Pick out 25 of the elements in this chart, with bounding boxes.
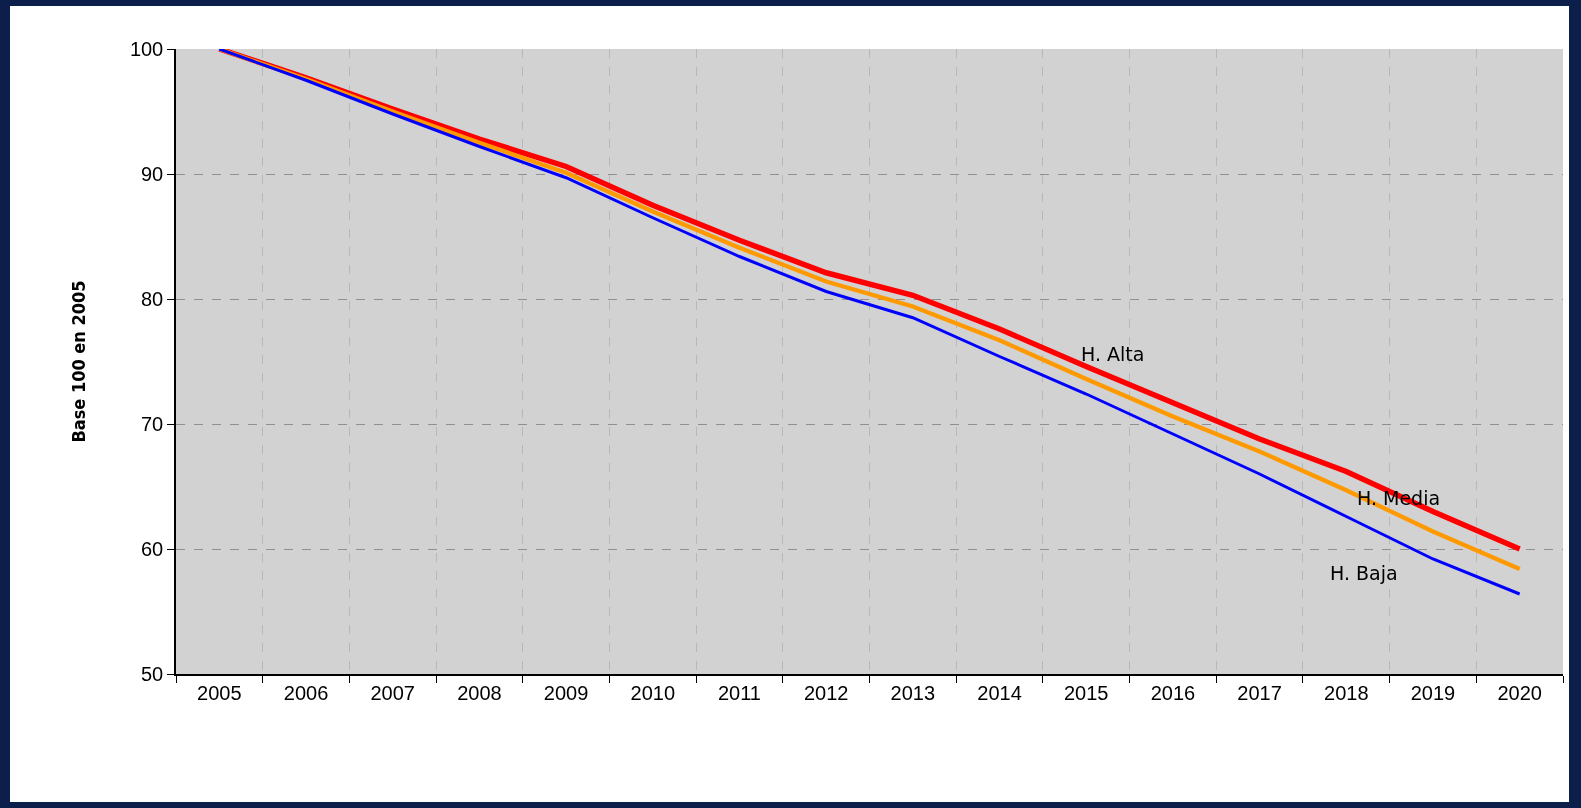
x-tick-label: 2018 <box>1324 681 1369 704</box>
x-tick-label: 2013 <box>890 681 936 704</box>
y-tick-label: 70 <box>141 413 164 435</box>
x-tick-label: 2009 <box>543 681 589 704</box>
x-tick-label: 2014 <box>977 681 1022 704</box>
y-tick-label: 50 <box>141 663 164 685</box>
x-tick-label: 2006 <box>283 681 329 704</box>
x-tick-label: 2020 <box>1497 681 1542 704</box>
y-tick-label: 90 <box>141 163 164 185</box>
x-tick-label: 2010 <box>630 681 676 704</box>
y-axis-title: Base 100 en 2005 <box>67 280 89 443</box>
x-tick-label: 2008 <box>457 681 502 704</box>
series-label: H. Alta <box>1081 343 1145 365</box>
y-tick-label: 80 <box>141 288 164 310</box>
x-tick-label: 2017 <box>1237 681 1282 704</box>
x-tick-label: 2019 <box>1410 681 1456 704</box>
x-tick-label: 2007 <box>370 681 415 704</box>
x-tick-label: 2016 <box>1150 681 1196 704</box>
series-label: H. Baja <box>1330 562 1398 584</box>
x-tick-label: 2005 <box>197 681 242 704</box>
y-tick-label: 100 <box>129 38 164 60</box>
x-tick-label: 2015 <box>1063 681 1109 704</box>
x-tick-label: 2011 <box>717 681 761 704</box>
y-tick-label: 60 <box>141 538 164 560</box>
x-tick-label: 2012 <box>803 681 849 704</box>
